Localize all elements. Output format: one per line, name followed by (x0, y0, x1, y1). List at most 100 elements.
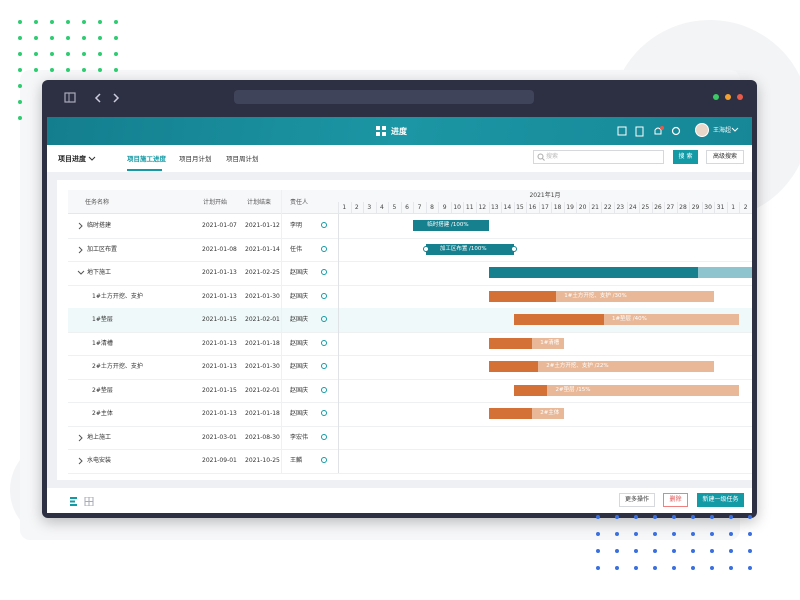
day-divider (701, 202, 703, 214)
gantt-progress (488, 361, 539, 372)
plan-end: 2021-01-18 (245, 410, 280, 417)
deco-dot (34, 52, 38, 56)
row-action[interactable] (321, 316, 327, 322)
expand-toggle[interactable] (77, 269, 85, 277)
address-bar[interactable] (234, 90, 534, 104)
day-divider (651, 202, 653, 214)
day-divider (388, 202, 390, 214)
row-action[interactable] (321, 292, 327, 299)
deco-dot (729, 532, 733, 536)
owner: 赵国庆 (290, 386, 309, 394)
deco-dot (114, 68, 118, 72)
row-action[interactable] (321, 269, 327, 275)
nav-tab[interactable]: 项目施工进度 (127, 155, 166, 163)
row-action[interactable] (321, 363, 327, 369)
gantt-progress (488, 267, 699, 278)
row-action[interactable] (321, 222, 327, 228)
row-action[interactable] (321, 433, 327, 440)
view-toggle[interactable] (70, 497, 96, 506)
expand-toggle[interactable] (77, 222, 85, 230)
expand-toggle[interactable] (77, 246, 85, 254)
day-divider (626, 202, 628, 214)
owner: 赵国庆 (290, 410, 309, 417)
plan-end: 2021-01-18 (245, 339, 280, 347)
owner-column-line (281, 190, 282, 473)
plan-end: 2021-01-12 (245, 222, 280, 229)
task-name: 水电安装 (87, 457, 112, 464)
owner: 赵国庆 (290, 339, 309, 347)
gantt-progress (413, 220, 489, 231)
deco-dot (114, 52, 118, 56)
project-selector[interactable]: 项目进度 (58, 155, 86, 163)
day-divider (676, 202, 678, 214)
gantt-day: 16 (528, 204, 537, 211)
task-name: 1#清槽 (92, 339, 113, 347)
row-action[interactable] (321, 339, 327, 346)
create-task-button[interactable]: 新建一级任务 (697, 493, 744, 507)
deco-dot (653, 549, 657, 553)
deco-dot (596, 532, 600, 536)
owner: 王麟 (290, 457, 303, 464)
gantt-bar[interactable] (513, 384, 740, 396)
gantt-bar[interactable] (513, 314, 740, 325)
search-placeholder: 搜索 (546, 153, 559, 160)
project-caret[interactable] (88, 156, 96, 162)
user-avatar[interactable] (695, 123, 709, 137)
gantt-day: 13 (490, 204, 499, 211)
row-action[interactable] (321, 457, 327, 463)
bar-handle (510, 246, 517, 252)
deco-dot (34, 36, 38, 40)
gantt-day: 17 (541, 204, 549, 211)
owner: 赵国庆 (290, 269, 309, 276)
deco-dot (18, 116, 22, 120)
row-action[interactable] (321, 386, 327, 393)
more-actions-button[interactable]: 更多操作 (619, 493, 655, 507)
day-divider (664, 202, 666, 214)
expand-toggle[interactable] (77, 434, 85, 442)
deco-dot (34, 68, 38, 72)
bar-label: 临时搭建 /100% (427, 222, 469, 228)
row-action[interactable] (321, 410, 327, 416)
header-icons[interactable] (616, 125, 686, 137)
nav-tab[interactable]: 项目周计划 (226, 155, 259, 163)
day-divider (338, 202, 339, 214)
bar-label: 1#垫层 /40% (611, 316, 647, 322)
day-divider (551, 202, 553, 214)
expand-toggle[interactable] (77, 457, 85, 465)
deco-dot (50, 52, 54, 56)
search-box[interactable] (533, 150, 664, 164)
deco-dot (634, 549, 638, 553)
gantt-day: 11 (465, 204, 474, 211)
deco-dot (691, 515, 695, 519)
deco-dot (691, 566, 695, 570)
row-divider (68, 284, 752, 286)
deco-dot (82, 36, 86, 40)
gantt-day: 31 (716, 204, 725, 211)
row-action[interactable] (321, 245, 327, 252)
gantt-divider (338, 190, 339, 473)
gantt-day: 12 (478, 204, 487, 211)
search-button[interactable]: 搜 索 (673, 150, 698, 164)
advanced-search-button[interactable]: 高级搜索 (706, 150, 744, 164)
deco-dot (653, 515, 657, 519)
user-name[interactable]: 王海超 (713, 127, 732, 134)
day-divider (425, 202, 427, 214)
nav-tab[interactable]: 项目月计划 (179, 155, 212, 163)
gantt-bar[interactable] (488, 361, 715, 372)
row-divider (68, 261, 752, 262)
row-divider (68, 449, 752, 450)
task-name: 1#土方开挖、支护 (92, 292, 143, 300)
day-divider (538, 202, 540, 214)
gantt-bar[interactable] (488, 290, 715, 302)
row-divider (68, 331, 752, 333)
deco-dot (710, 532, 714, 536)
deco-dot (50, 20, 54, 24)
column-header: 任务名称 (85, 199, 110, 206)
gantt-day: 23 (616, 204, 625, 211)
delete-button[interactable]: 删除 (663, 493, 688, 507)
plan-end: 2021-01-30 (245, 363, 280, 370)
user-caret[interactable] (731, 127, 739, 133)
row-divider (68, 378, 752, 380)
deco-dot (18, 36, 22, 40)
